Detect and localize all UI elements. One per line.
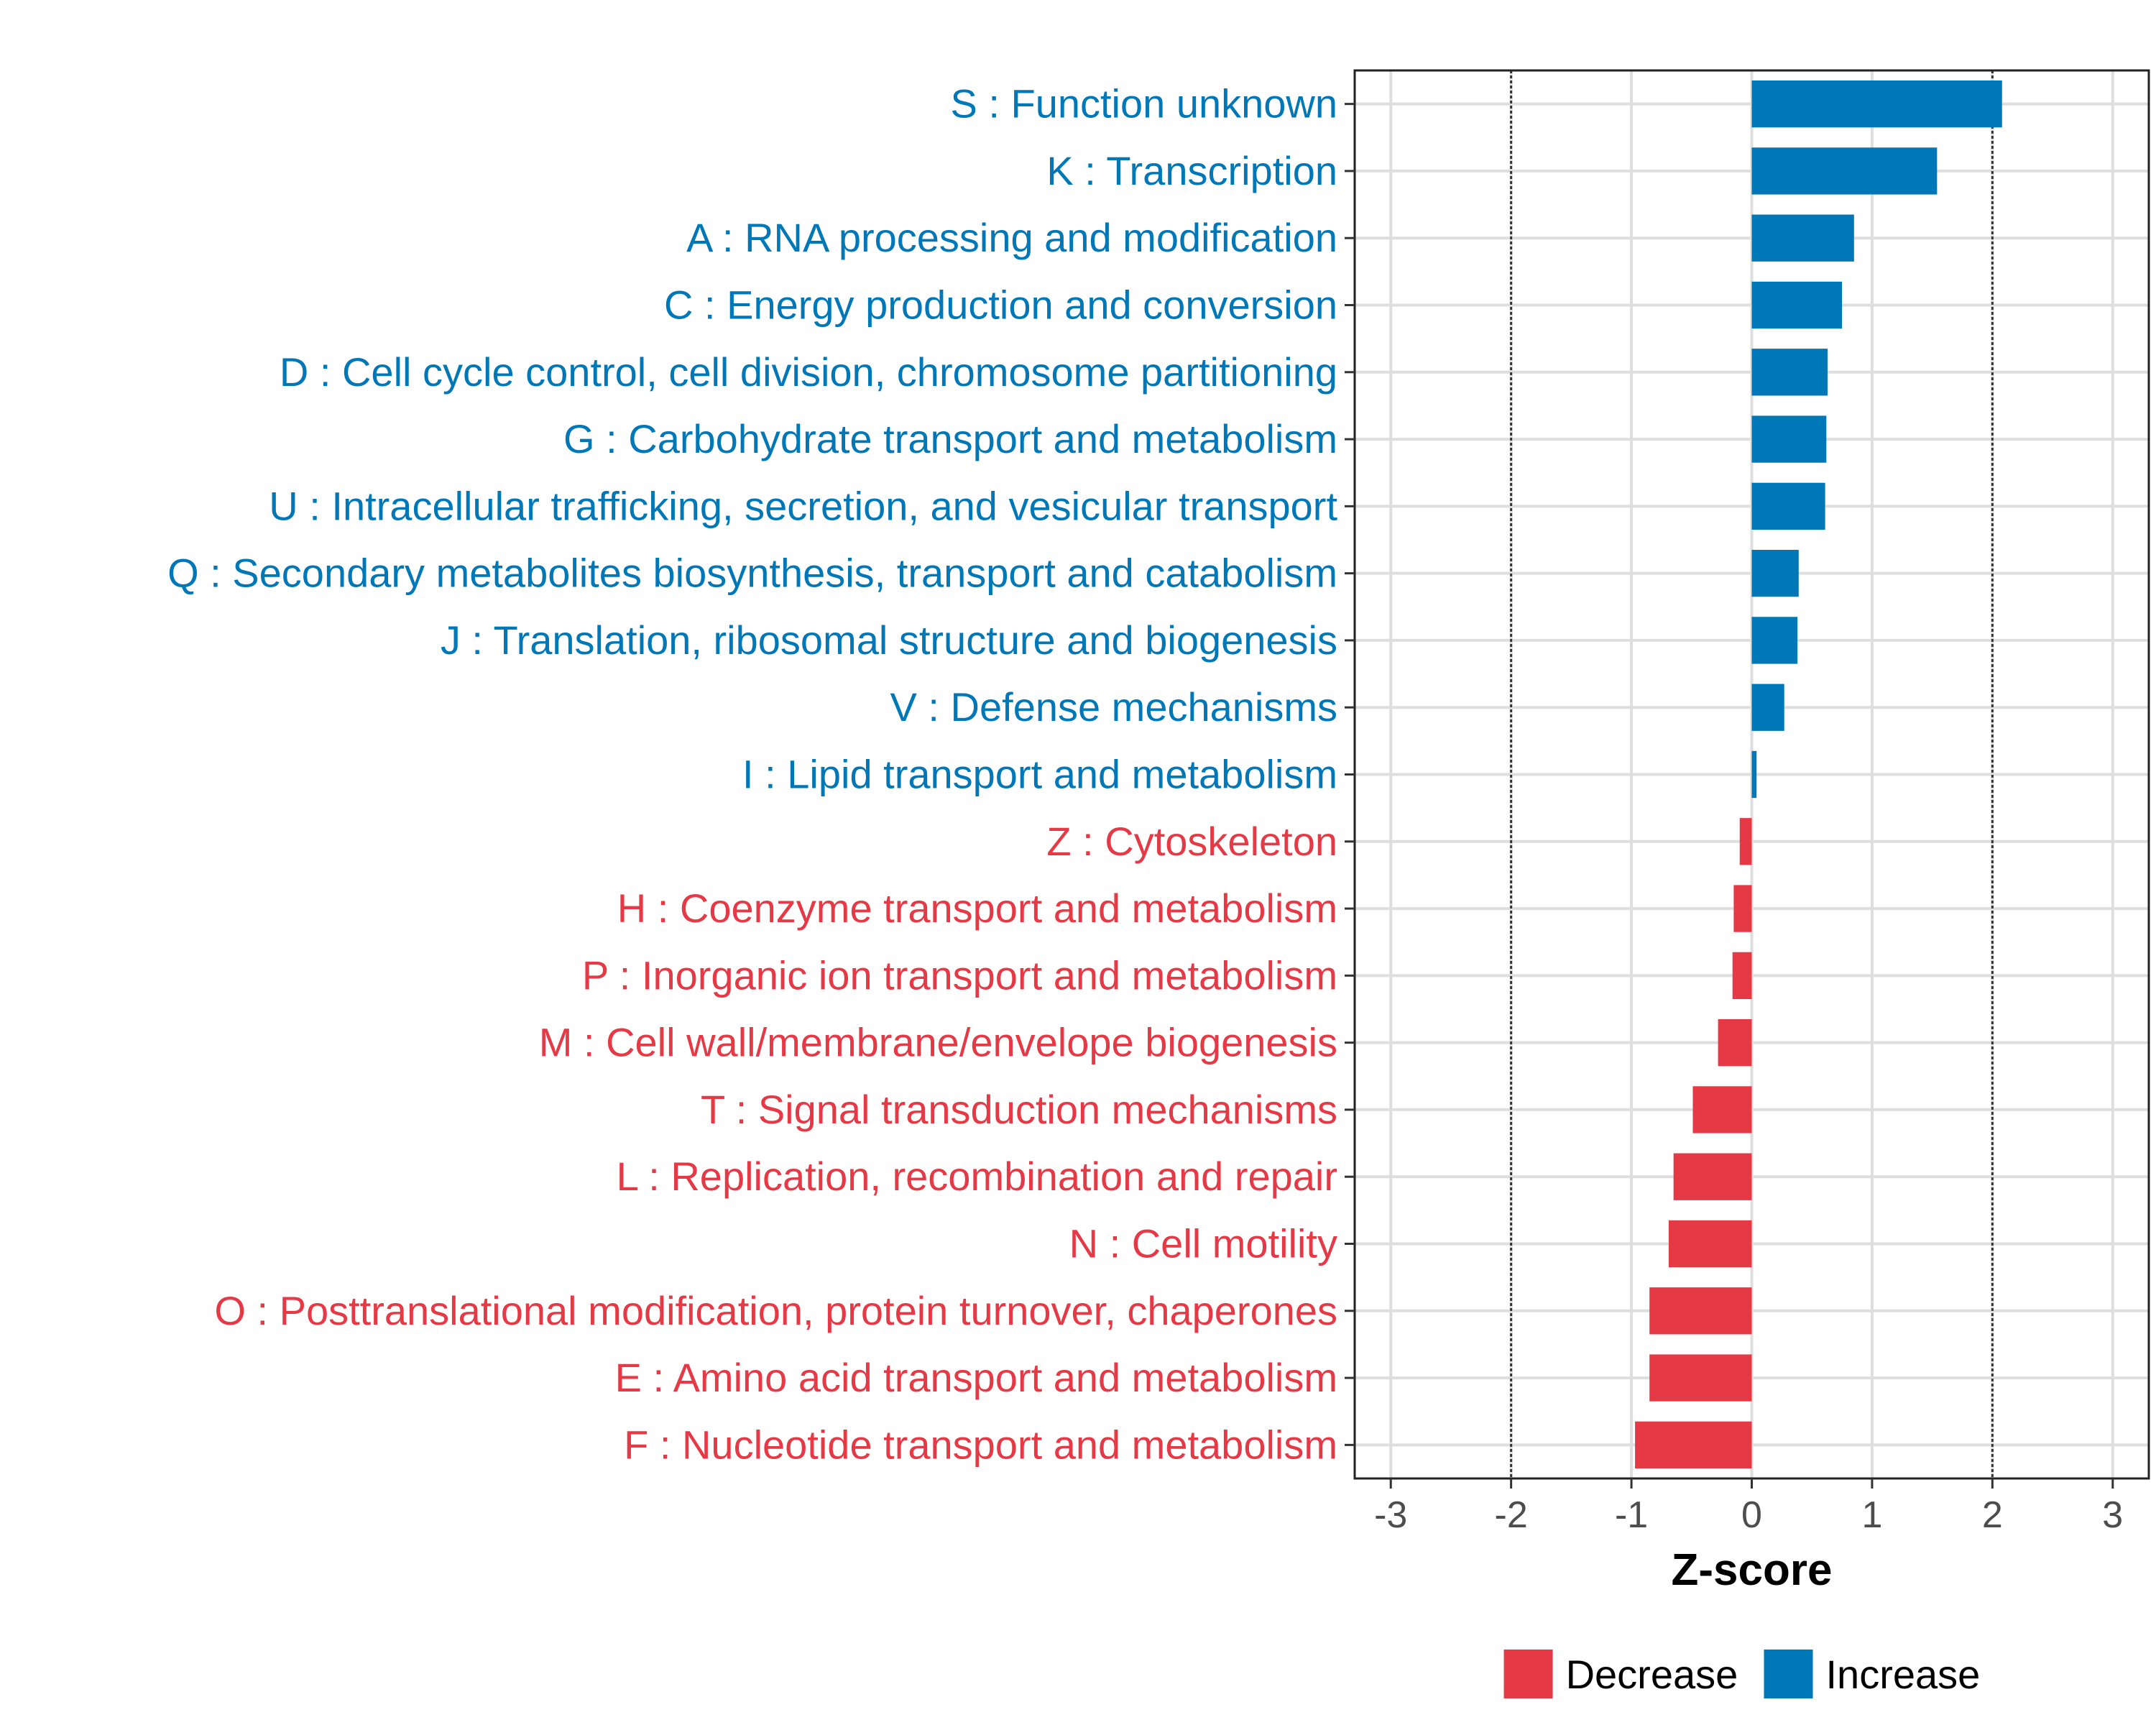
bar [1751, 80, 2002, 128]
category-label: G : Carbohydrate transport and metabolis… [563, 416, 1337, 461]
reference-lines [1510, 70, 1994, 1478]
category-label: V : Defense mechanisms [890, 684, 1337, 730]
bar [1718, 1018, 1752, 1067]
bar [1751, 617, 1798, 664]
x-tick-label: 1 [1861, 1494, 1882, 1536]
bar [1733, 885, 1752, 932]
category-label: Q : Secondary metabolites biosynthesis, … [167, 551, 1337, 596]
bar [1635, 1421, 1752, 1469]
legend-key [1503, 1650, 1553, 1698]
category-label: Z : Cytoskeleton [1046, 819, 1337, 864]
x-tick-label: 2 [1982, 1494, 2003, 1536]
bar [1692, 1086, 1752, 1133]
bar [1649, 1287, 1752, 1335]
bar [1673, 1153, 1752, 1200]
category-label: T : Signal transduction mechanisms [701, 1087, 1337, 1132]
legend-label: Increase [1826, 1652, 1981, 1697]
category-label: H : Coenzyme transport and metabolism [617, 886, 1337, 931]
x-tick-label: 3 [2102, 1494, 2123, 1536]
category-label: J : Translation, ribosomal structure and… [441, 617, 1337, 663]
bar [1751, 684, 1784, 731]
bar [1668, 1220, 1752, 1268]
legend-key [1764, 1650, 1813, 1698]
bar [1739, 818, 1752, 865]
bar [1751, 281, 1843, 329]
x-tick-label: 0 [1741, 1494, 1762, 1536]
bar [1751, 750, 1757, 799]
category-label: A : RNA processing and modification [686, 215, 1337, 260]
bar [1751, 349, 1828, 396]
bar [1649, 1354, 1752, 1402]
category-label: O : Posttranslational modification, prot… [214, 1288, 1337, 1333]
category-label: M : Cell wall/membrane/envelope biogenes… [539, 1020, 1337, 1065]
bar [1751, 482, 1825, 530]
legend: Decrease Increase [1503, 1650, 1981, 1698]
x-tick-label: -1 [1615, 1494, 1648, 1536]
category-labels: S : Function unknown K : Transcription A :… [167, 81, 1355, 1467]
category-label: K : Transcription [1046, 148, 1337, 193]
category-label: L : Replication, recombination and repai… [617, 1154, 1337, 1199]
x-axis-ticks: -3 -2 -1 0 1 2 3 [1374, 1478, 2123, 1536]
category-label: I : Lipid transport and metabolism [742, 752, 1337, 797]
category-label: N : Cell motility [1069, 1221, 1337, 1266]
bars [1635, 80, 2002, 1469]
bar [1751, 147, 1938, 195]
category-label: P : Inorganic ion transport and metaboli… [582, 952, 1337, 998]
bar [1732, 952, 1752, 1000]
bar [1751, 549, 1799, 597]
bar [1751, 214, 1854, 262]
x-tick-label: -2 [1495, 1494, 1528, 1536]
bar [1751, 415, 1827, 463]
category-label: E : Amino acid transport and metabolism [615, 1355, 1337, 1400]
x-tick-label: -3 [1374, 1494, 1407, 1536]
category-label: F : Nucleotide transport and metabolism [624, 1422, 1337, 1467]
legend-label: Decrease [1566, 1652, 1738, 1697]
category-label: C : Energy production and conversion [664, 282, 1337, 328]
category-label: U : Intracellular trafficking, secretion… [269, 483, 1337, 528]
category-label: S : Function unknown [950, 81, 1337, 126]
category-label: D : Cell cycle control, cell division, c… [280, 349, 1337, 395]
x-axis-title: Z-score [1672, 1545, 1833, 1595]
